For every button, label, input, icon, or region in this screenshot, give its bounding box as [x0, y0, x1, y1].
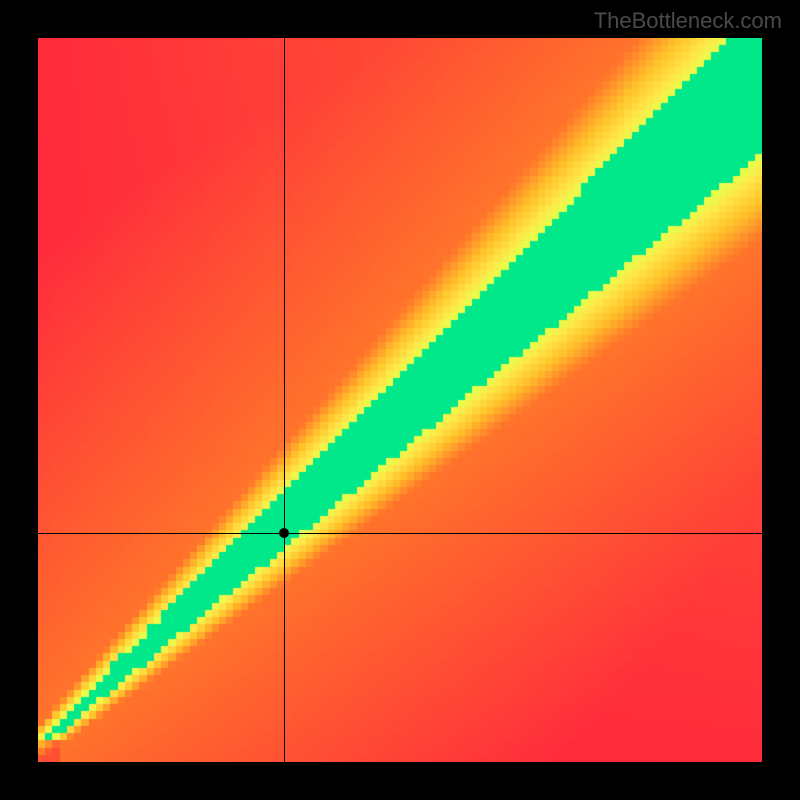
watermark-text: TheBottleneck.com	[594, 8, 782, 34]
crosshair-vertical	[284, 38, 285, 762]
selection-marker[interactable]	[279, 528, 289, 538]
crosshair-horizontal	[38, 533, 762, 534]
bottleneck-heatmap	[38, 38, 762, 762]
plot-frame	[38, 38, 762, 762]
